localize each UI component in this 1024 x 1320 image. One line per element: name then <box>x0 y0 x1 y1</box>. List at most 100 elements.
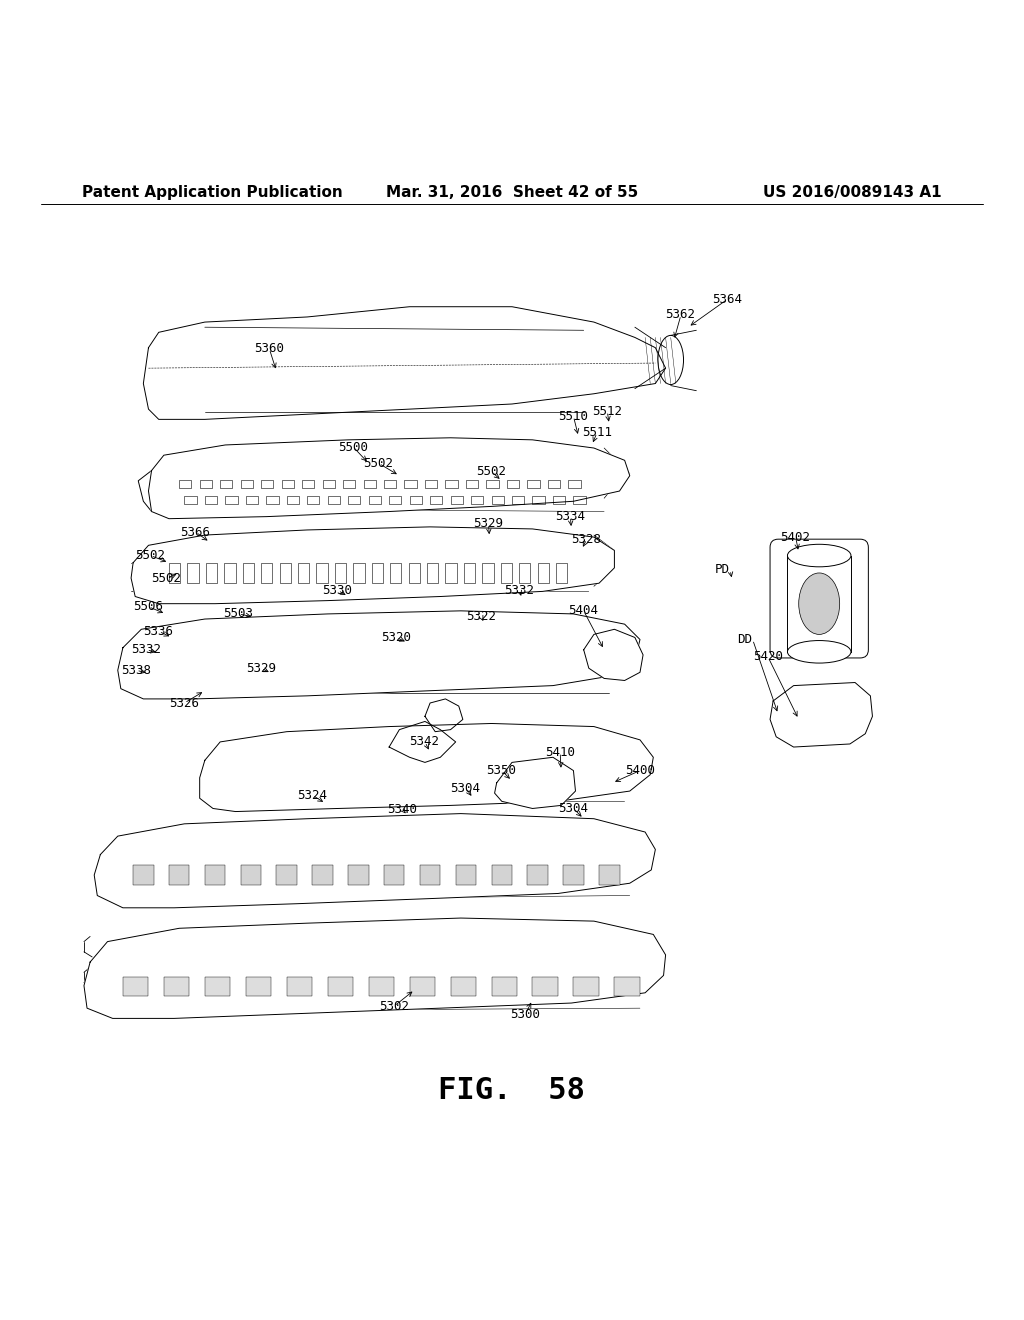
Bar <box>348 865 369 886</box>
Bar <box>323 479 335 488</box>
Bar <box>206 562 217 583</box>
Bar <box>266 496 279 504</box>
Bar <box>410 977 435 995</box>
Text: 5400: 5400 <box>625 764 654 777</box>
Bar <box>205 865 225 886</box>
Text: 5340: 5340 <box>387 803 417 816</box>
Bar <box>425 479 437 488</box>
Text: 5334: 5334 <box>555 510 585 523</box>
Bar <box>369 496 381 504</box>
Text: 5320: 5320 <box>381 631 411 644</box>
Bar <box>287 496 299 504</box>
Bar <box>123 977 148 995</box>
Bar <box>179 479 191 488</box>
Text: 5300: 5300 <box>510 1007 540 1020</box>
Polygon shape <box>770 682 872 747</box>
Bar <box>532 977 558 995</box>
Bar <box>507 479 519 488</box>
Bar <box>164 977 189 995</box>
Polygon shape <box>200 723 653 812</box>
Bar <box>492 496 504 504</box>
Text: 5332: 5332 <box>504 583 534 597</box>
Text: 5326: 5326 <box>169 697 199 710</box>
Bar <box>451 496 463 504</box>
Bar <box>184 496 197 504</box>
Polygon shape <box>118 611 640 698</box>
Bar <box>261 479 273 488</box>
Polygon shape <box>148 438 630 519</box>
Bar <box>573 496 586 504</box>
Text: 5302: 5302 <box>379 999 409 1012</box>
Bar <box>133 865 154 886</box>
Bar <box>261 562 272 583</box>
Bar <box>298 562 309 583</box>
Bar <box>404 479 417 488</box>
Bar <box>328 977 353 995</box>
Bar <box>501 562 512 583</box>
Bar <box>384 865 404 886</box>
Bar <box>538 562 549 583</box>
Bar <box>430 496 442 504</box>
Bar <box>614 977 640 995</box>
Ellipse shape <box>787 640 851 663</box>
Bar <box>599 865 620 886</box>
Bar <box>492 865 512 886</box>
Bar <box>200 479 212 488</box>
Bar <box>573 977 599 995</box>
Bar <box>312 865 333 886</box>
Bar <box>225 496 238 504</box>
Bar <box>427 562 438 583</box>
Text: Patent Application Publication: Patent Application Publication <box>82 185 343 199</box>
Text: 5502: 5502 <box>364 457 393 470</box>
Bar <box>512 496 524 504</box>
Bar <box>364 479 376 488</box>
Text: 5304: 5304 <box>558 803 588 814</box>
Text: 5512: 5512 <box>593 405 623 417</box>
Bar <box>384 479 396 488</box>
Bar <box>527 479 540 488</box>
Bar <box>527 865 548 886</box>
Bar <box>243 562 254 583</box>
Text: 5360: 5360 <box>254 342 284 355</box>
Text: 5329: 5329 <box>473 517 503 531</box>
Text: FIG.  58: FIG. 58 <box>438 1076 586 1105</box>
Text: DD: DD <box>737 634 753 645</box>
Bar <box>187 562 199 583</box>
Bar <box>532 496 545 504</box>
Bar <box>328 496 340 504</box>
Polygon shape <box>143 306 666 420</box>
Bar <box>246 496 258 504</box>
Bar <box>563 865 584 886</box>
Bar <box>205 496 217 504</box>
Bar <box>246 977 271 995</box>
Bar <box>348 496 360 504</box>
Text: PD: PD <box>715 564 730 577</box>
Bar <box>205 977 230 995</box>
Bar <box>492 977 517 995</box>
Text: 5502: 5502 <box>135 549 165 562</box>
Text: 5364: 5364 <box>712 293 741 306</box>
Polygon shape <box>94 813 655 908</box>
Bar <box>276 865 297 886</box>
Polygon shape <box>131 527 614 603</box>
Text: 5420: 5420 <box>753 651 782 664</box>
Bar <box>445 562 457 583</box>
Bar <box>369 977 394 995</box>
Bar <box>343 479 355 488</box>
Bar <box>241 865 261 886</box>
Bar <box>282 479 294 488</box>
Bar <box>220 479 232 488</box>
Text: 5366: 5366 <box>180 525 210 539</box>
Bar <box>451 977 476 995</box>
Text: 5336: 5336 <box>143 624 173 638</box>
Bar <box>409 562 420 583</box>
Bar <box>169 865 189 886</box>
Polygon shape <box>495 758 575 808</box>
Ellipse shape <box>799 573 840 635</box>
Bar <box>568 479 581 488</box>
Bar <box>519 562 530 583</box>
Bar <box>307 496 319 504</box>
Text: 5322: 5322 <box>466 610 496 623</box>
Bar <box>464 562 475 583</box>
Bar <box>471 496 483 504</box>
